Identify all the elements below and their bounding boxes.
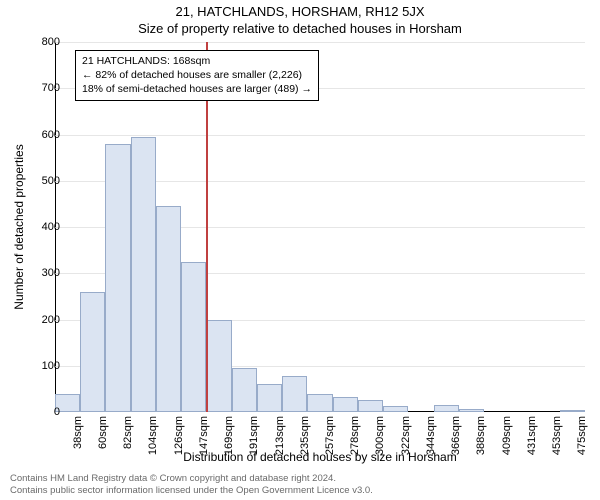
y-tick-label: 200 [20, 314, 60, 326]
x-tick-label: 169sqm [223, 416, 235, 476]
x-tick-label: 409sqm [501, 416, 513, 476]
histogram-bar [333, 397, 358, 412]
x-tick-label: 344sqm [425, 416, 437, 476]
histogram-bar [181, 262, 206, 412]
y-tick-label: 500 [20, 175, 60, 187]
annotation-line: 18% of semi-detached houses are larger (… [82, 82, 312, 96]
histogram-bar [459, 409, 484, 412]
address-title: 21, HATCHLANDS, HORSHAM, RH12 5JX [0, 4, 600, 19]
x-tick-label: 322sqm [400, 416, 412, 476]
x-tick-label: 431sqm [526, 416, 538, 476]
y-tick-label: 700 [20, 82, 60, 94]
x-tick-label: 126sqm [173, 416, 185, 476]
x-tick-label: 38sqm [72, 416, 84, 476]
x-tick-label: 104sqm [147, 416, 159, 476]
histogram-bar [434, 405, 459, 412]
footer-line-1: Contains HM Land Registry data © Crown c… [10, 473, 373, 485]
histogram-bar [307, 394, 332, 413]
histogram-bar [232, 368, 257, 412]
gridline [55, 42, 585, 43]
x-tick-label: 453sqm [551, 416, 563, 476]
x-tick-label: 235sqm [299, 416, 311, 476]
histogram-bar [560, 410, 585, 412]
annotation-line: 21 HATCHLANDS: 168sqm [82, 54, 312, 68]
histogram-bar [206, 320, 231, 412]
histogram-bar [156, 206, 181, 412]
x-tick-label: 257sqm [324, 416, 336, 476]
y-tick-label: 400 [20, 221, 60, 233]
footer-attribution: Contains HM Land Registry data © Crown c… [10, 473, 373, 497]
x-tick-label: 366sqm [450, 416, 462, 476]
annotation-line: ← 82% of detached houses are smaller (2,… [82, 68, 312, 82]
histogram-bar [105, 144, 130, 412]
x-tick-label: 191sqm [248, 416, 260, 476]
x-tick-label: 147sqm [198, 416, 210, 476]
x-tick-label: 60sqm [97, 416, 109, 476]
y-tick-label: 100 [20, 360, 60, 372]
histogram-bar [383, 406, 408, 412]
chart-container: 21, HATCHLANDS, HORSHAM, RH12 5JX Size o… [0, 0, 600, 500]
histogram-bar [80, 292, 105, 412]
footer-line-2: Contains public sector information licen… [10, 485, 373, 497]
gridline [55, 135, 585, 136]
y-tick-label: 300 [20, 267, 60, 279]
x-tick-label: 82sqm [122, 416, 134, 476]
histogram-bar [358, 400, 383, 412]
x-tick-label: 278sqm [349, 416, 361, 476]
x-tick-label: 213sqm [274, 416, 286, 476]
histogram-bar [282, 376, 307, 412]
x-tick-label: 300sqm [374, 416, 386, 476]
x-tick-label: 388sqm [475, 416, 487, 476]
histogram-bar [257, 384, 282, 412]
plot-area: 21 HATCHLANDS: 168sqm← 82% of detached h… [55, 42, 585, 412]
x-tick-label: 475sqm [576, 416, 588, 476]
y-tick-label: 800 [20, 36, 60, 48]
y-tick-label: 0 [20, 406, 60, 418]
y-tick-label: 600 [20, 129, 60, 141]
chart-subtitle: Size of property relative to detached ho… [0, 21, 600, 36]
histogram-bar [131, 137, 156, 412]
annotation-box: 21 HATCHLANDS: 168sqm← 82% of detached h… [75, 50, 319, 101]
